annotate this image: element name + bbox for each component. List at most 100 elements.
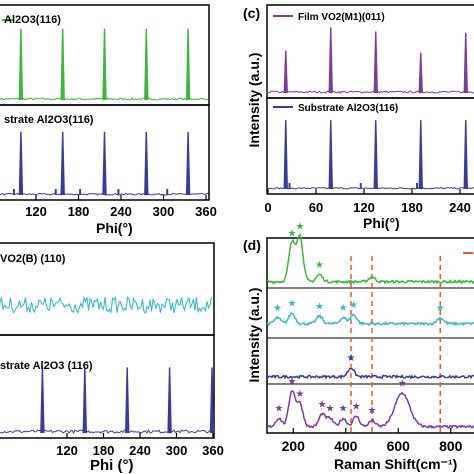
panel-b-bottom-frame xyxy=(0,334,215,439)
diffraction-peak xyxy=(185,28,191,101)
peak-star-marker: ★ xyxy=(315,302,324,313)
x-tick-label: 360 xyxy=(195,204,217,219)
x-tick-label: 240 xyxy=(129,443,151,458)
diffraction-peak xyxy=(328,27,333,94)
diffraction-peak xyxy=(283,50,288,94)
x-tick-label: 300 xyxy=(166,443,188,458)
x-tick-label: 400 xyxy=(334,438,358,454)
panel-d-x-label: Raman Shift(cm⁻¹) xyxy=(334,456,457,472)
panel-c-x-ticks: 0 60 120 180 240 xyxy=(264,189,471,215)
noise-trace xyxy=(0,295,213,315)
diffraction-peak xyxy=(185,131,191,196)
x-tick-label: 300 xyxy=(153,204,175,219)
diffraction-peak xyxy=(144,131,149,196)
x-tick-label: 240 xyxy=(110,204,132,219)
panel-a-bottom-frame xyxy=(0,104,210,201)
panel-b-top-plot xyxy=(0,295,213,315)
panel-b: VO2(B) (110) strate Al2O3 (116) 120 180 24… xyxy=(0,242,224,474)
panel-c-top-legend: Film VO2(M1)(011) xyxy=(298,12,385,23)
peak-star-marker: ★ xyxy=(315,260,324,271)
panel-d-y-label: Intensity (a.u.) xyxy=(246,288,262,383)
raman-spectrum xyxy=(266,367,474,380)
diffraction-peak xyxy=(463,120,468,190)
diffraction-peak xyxy=(102,131,107,196)
x-tick-label: 180 xyxy=(401,200,423,215)
x-tick-label: 360 xyxy=(202,443,224,458)
panel-c-y-label: Intensity (a.u.) xyxy=(246,53,262,148)
panel-c-top-plot xyxy=(266,27,474,94)
baseline-trace xyxy=(266,90,474,94)
x-tick-label: 240 xyxy=(449,200,471,215)
peak-star-marker: ★ xyxy=(339,303,348,314)
panel-a-bottom-plot xyxy=(0,131,209,196)
panel-c-x-label: Phi(°) xyxy=(363,215,400,231)
diffraction-peak xyxy=(167,367,172,434)
raman-spectrum xyxy=(266,311,474,327)
panel-a-top-legend: Al2O3(116) xyxy=(4,14,61,26)
diffraction-peak xyxy=(373,31,378,94)
diffraction-peak xyxy=(418,52,423,94)
diffraction-peak xyxy=(328,120,333,190)
x-tick-label: 120 xyxy=(25,204,47,219)
panel-d-frame xyxy=(266,237,474,434)
panel-b-x-ticks: 120 180 240 300 360 xyxy=(56,433,224,458)
peak-star-marker: ★ xyxy=(287,299,296,310)
panel-d-reference-lines xyxy=(350,256,441,433)
baseline-trace xyxy=(0,429,212,435)
panel-d-label: (d) xyxy=(243,237,261,253)
peak-star-marker: ★ xyxy=(287,376,296,387)
raman-spectrum xyxy=(266,233,474,285)
peak-star-marker: ★ xyxy=(352,402,361,413)
peak-star-marker: ★ xyxy=(398,378,407,389)
panel-a-x-label: Phi(°) xyxy=(96,220,133,236)
x-tick-label: 800 xyxy=(439,438,463,454)
peak-star-marker: ★ xyxy=(273,303,282,314)
panel-c-bottom-plot xyxy=(266,120,474,190)
x-tick-label: 600 xyxy=(387,438,411,454)
diffraction-peak xyxy=(144,28,149,101)
panel-c-label: (c) xyxy=(243,5,260,21)
peak-star-marker: ★ xyxy=(339,404,348,415)
x-tick-label: 0 xyxy=(264,200,271,215)
diffraction-peak xyxy=(82,367,87,434)
panel-c-bottom-frame xyxy=(266,97,474,195)
diffraction-peak xyxy=(283,120,288,190)
x-tick-label: 120 xyxy=(353,200,375,215)
x-tick-label: 120 xyxy=(56,443,78,458)
diffraction-peak xyxy=(60,28,65,101)
x-tick-label: 180 xyxy=(68,204,90,219)
x-tick-label: 200 xyxy=(282,438,306,454)
x-tick-label: 60 xyxy=(309,200,323,215)
diffraction-peak xyxy=(463,32,468,94)
diffraction-peak xyxy=(418,120,423,190)
x-tick-label: 180 xyxy=(93,443,115,458)
peak-star-marker: ★ xyxy=(295,389,304,400)
peak-star-marker: ★ xyxy=(274,404,283,415)
peak-star-marker: ★ xyxy=(287,229,296,240)
raman-spectrum xyxy=(266,389,474,429)
panel-a-x-ticks: 120 180 240 300 360 xyxy=(25,195,217,219)
panel-d: (d) ★★★★ ★ ★ ★ ★ ★★★★★★★ ★ ★ ★★ Intensity (a.u.)… xyxy=(243,221,474,472)
panel-a: Al2O3(116) strate Al2O3(116) 120 180 240 30… xyxy=(0,4,217,236)
diffraction-peak xyxy=(209,367,215,434)
diffraction-peak xyxy=(102,28,107,101)
diffraction-peak xyxy=(18,131,24,196)
panel-d-plot: ★★★★ ★ ★ ★ ★ ★★★★★★★ ★ ★ ★★ xyxy=(266,221,474,429)
panel-c-bottom-legend: Substrate Al2O3(116) xyxy=(298,103,398,114)
panel-c: (c) Film VO2(M1)(011) Substrate Al2O3(11… xyxy=(243,4,474,231)
peak-star-marker: ★ xyxy=(349,300,358,311)
panel-b-x-label: Phi (°) xyxy=(90,457,134,474)
panel-b-bottom-legend: strate Al2O3 (116) xyxy=(0,360,93,372)
peak-star-marker: ★ xyxy=(368,406,377,417)
peak-star-marker: ★ xyxy=(295,221,304,232)
panel-b-bottom-plot xyxy=(0,367,215,435)
peak-star-marker: ★ xyxy=(347,353,356,364)
diffraction-peak xyxy=(60,131,65,196)
panel-d-x-ticks: 200 400 600 800 xyxy=(282,428,463,454)
diffraction-peak xyxy=(18,28,24,101)
panel-a-bottom-legend: strate Al2O3(116) xyxy=(4,114,94,126)
diffraction-peak xyxy=(40,367,45,434)
peak-star-marker: ★ xyxy=(436,303,445,314)
baseline-trace xyxy=(266,186,474,190)
